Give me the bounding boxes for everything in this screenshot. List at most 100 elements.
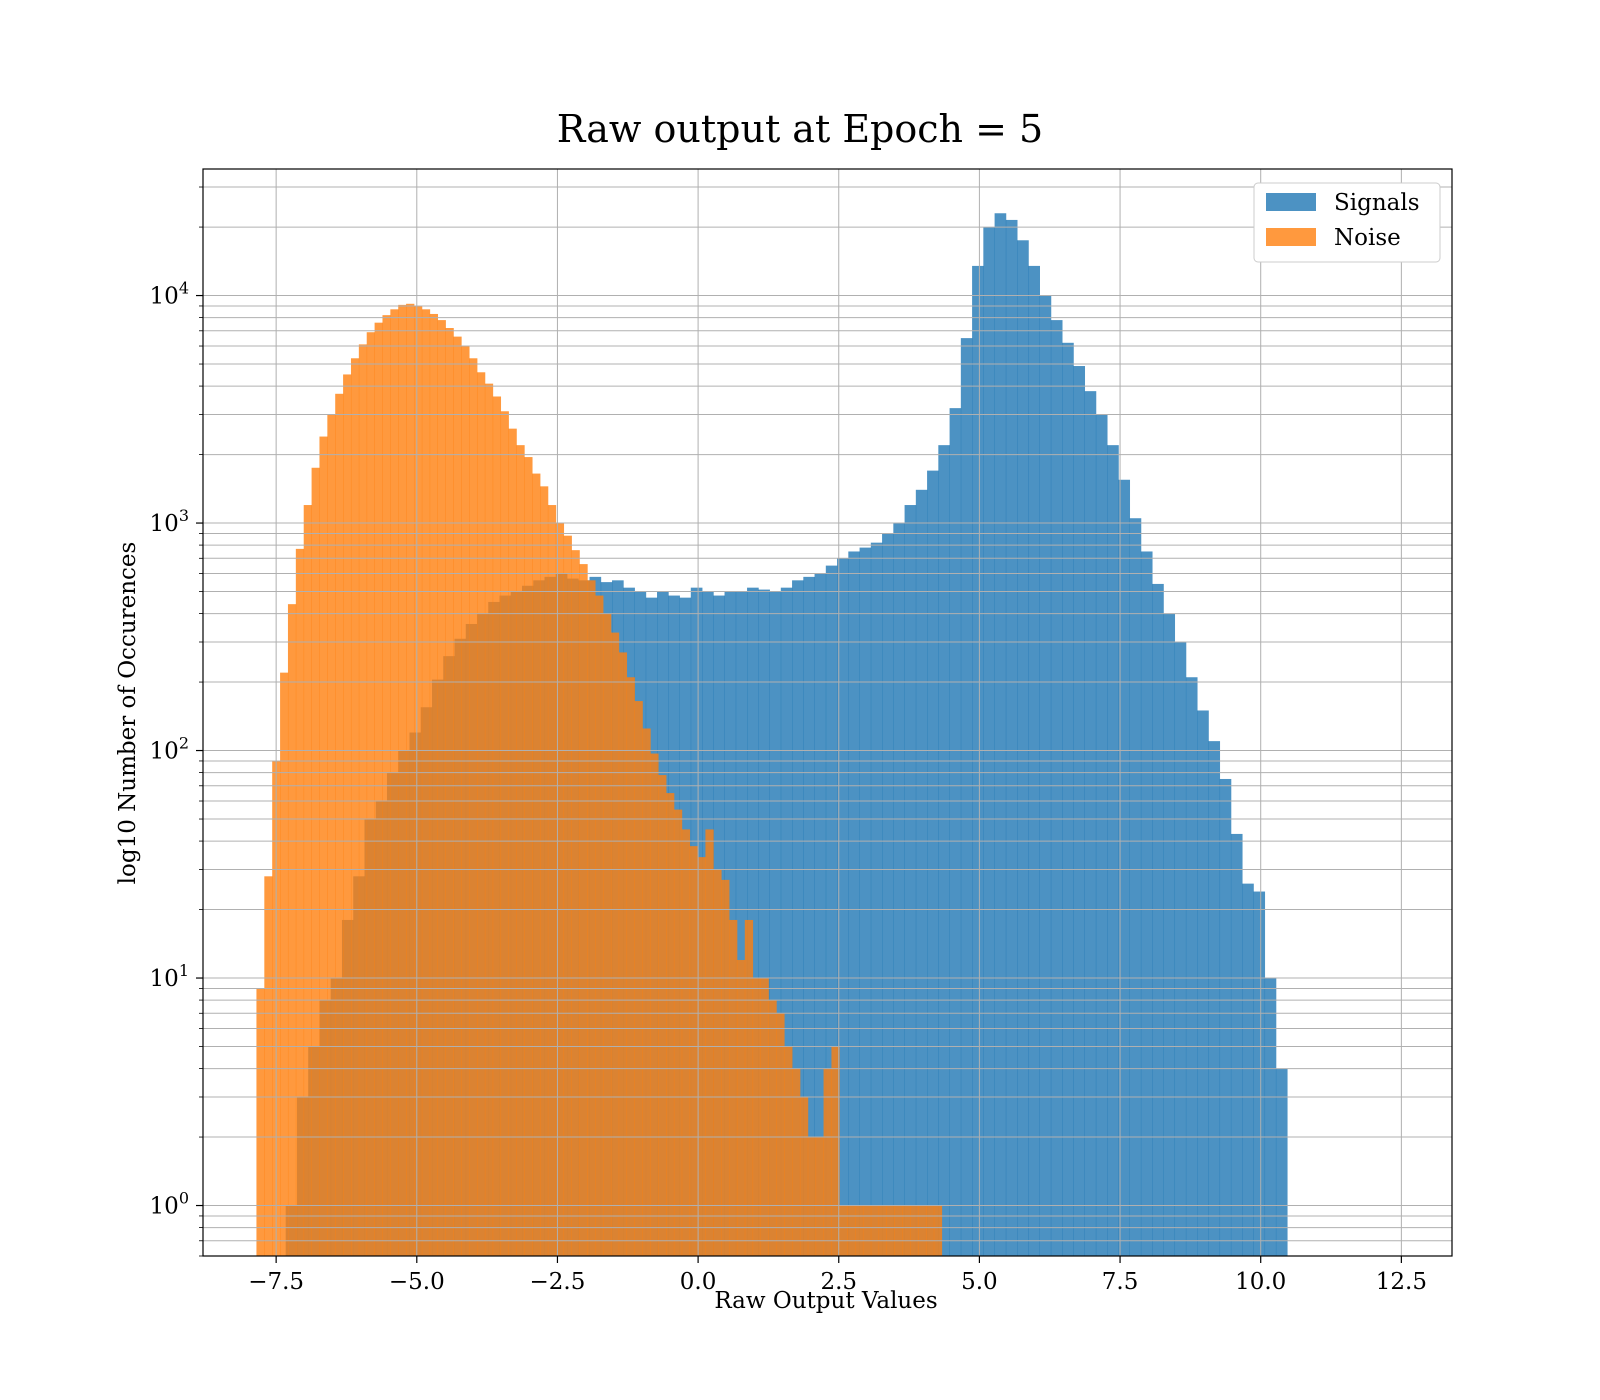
bar bbox=[915, 489, 928, 1256]
bar bbox=[429, 313, 439, 1257]
bar bbox=[311, 467, 320, 1256]
bar bbox=[445, 328, 454, 1256]
bar bbox=[823, 1068, 832, 1256]
legend-label-signals: Signals bbox=[1334, 190, 1420, 216]
x-tick-label: 0.0 bbox=[680, 1269, 717, 1295]
bar bbox=[1152, 583, 1164, 1256]
bar bbox=[1084, 391, 1097, 1256]
bar bbox=[839, 1205, 848, 1256]
x-tick-label: 5.0 bbox=[961, 1269, 998, 1295]
x-axis-label: Raw Output Values bbox=[714, 1288, 937, 1314]
bar bbox=[390, 309, 399, 1256]
legend-swatch-noise bbox=[1266, 228, 1316, 246]
x-tick-label: 12.5 bbox=[1376, 1269, 1427, 1295]
grid-layer bbox=[203, 169, 1452, 1257]
bar bbox=[803, 576, 815, 1256]
bar bbox=[1208, 741, 1221, 1256]
x-tick-label: −2.5 bbox=[530, 1269, 586, 1295]
bar bbox=[571, 550, 580, 1256]
legend-label-noise: Noise bbox=[1334, 225, 1401, 251]
x-tick-label: 2.5 bbox=[820, 1269, 857, 1295]
bar bbox=[673, 809, 683, 1256]
bar bbox=[350, 358, 360, 1256]
bar bbox=[547, 505, 557, 1256]
bar bbox=[870, 1205, 880, 1256]
bar bbox=[784, 1046, 793, 1256]
bar bbox=[532, 473, 541, 1256]
bar bbox=[689, 846, 698, 1256]
plot-frame bbox=[202, 168, 1453, 1257]
bar bbox=[587, 580, 596, 1256]
bar bbox=[792, 1068, 801, 1256]
bar bbox=[960, 338, 973, 1256]
legend: Signals Noise bbox=[1253, 182, 1441, 263]
bar bbox=[837, 558, 849, 1256]
bar bbox=[256, 988, 265, 1256]
bar bbox=[925, 1205, 935, 1256]
bar bbox=[642, 728, 651, 1256]
bar bbox=[1005, 219, 1018, 1257]
bar bbox=[1073, 366, 1086, 1256]
bar bbox=[1253, 891, 1266, 1256]
bar bbox=[335, 393, 344, 1256]
bar bbox=[910, 1205, 919, 1256]
bar bbox=[603, 613, 612, 1256]
bar bbox=[453, 336, 462, 1256]
bar bbox=[1163, 613, 1176, 1256]
y-axis-label: log10 Number of Occurences bbox=[115, 542, 141, 885]
bar bbox=[902, 1205, 911, 1256]
bar bbox=[847, 1205, 856, 1256]
bar bbox=[500, 411, 509, 1256]
bar bbox=[1095, 414, 1108, 1256]
bar bbox=[1174, 642, 1187, 1256]
bar bbox=[736, 960, 746, 1256]
bar bbox=[1140, 551, 1153, 1256]
bar bbox=[1230, 833, 1243, 1256]
bar bbox=[752, 978, 761, 1256]
bar bbox=[814, 573, 827, 1256]
x-axis-ticks: −7.5 −5.0 −2.5 0.0 2.5 5.0 7.5 10.0 12.5 bbox=[248, 1256, 1427, 1295]
x-tick-label: 7.5 bbox=[1102, 1269, 1139, 1295]
bar bbox=[735, 591, 748, 1256]
bar bbox=[894, 1205, 903, 1256]
bar bbox=[893, 523, 905, 1256]
bar bbox=[799, 1096, 809, 1256]
bar bbox=[713, 869, 722, 1256]
bar bbox=[492, 396, 502, 1256]
bar bbox=[555, 523, 565, 1256]
bar bbox=[983, 227, 995, 1256]
bar bbox=[287, 604, 297, 1256]
bar bbox=[705, 829, 714, 1256]
bar bbox=[859, 547, 872, 1256]
bar bbox=[994, 213, 1007, 1256]
bar bbox=[744, 919, 754, 1256]
bar bbox=[264, 876, 273, 1256]
bar bbox=[650, 753, 659, 1256]
bar bbox=[413, 305, 423, 1257]
chart-title: Raw output at Epoch = 5 bbox=[557, 107, 1043, 151]
bar bbox=[476, 372, 486, 1256]
bar bbox=[848, 551, 860, 1256]
bar bbox=[563, 535, 572, 1256]
bar bbox=[792, 580, 804, 1256]
bar bbox=[729, 919, 738, 1256]
bar bbox=[524, 457, 533, 1256]
bar bbox=[882, 533, 894, 1256]
bar bbox=[1062, 342, 1074, 1256]
bar bbox=[1197, 710, 1209, 1256]
bar bbox=[666, 793, 675, 1256]
bar bbox=[484, 383, 494, 1256]
bar bbox=[319, 436, 328, 1256]
bar bbox=[358, 344, 368, 1256]
bar bbox=[610, 632, 620, 1256]
bar bbox=[1118, 479, 1131, 1256]
bar bbox=[437, 320, 446, 1257]
bar bbox=[1017, 240, 1029, 1256]
bar bbox=[280, 672, 289, 1256]
y-tick-label: 103 bbox=[150, 506, 189, 537]
bar bbox=[508, 428, 517, 1256]
bar bbox=[807, 1137, 817, 1256]
bar bbox=[769, 591, 782, 1256]
bar bbox=[343, 374, 352, 1256]
